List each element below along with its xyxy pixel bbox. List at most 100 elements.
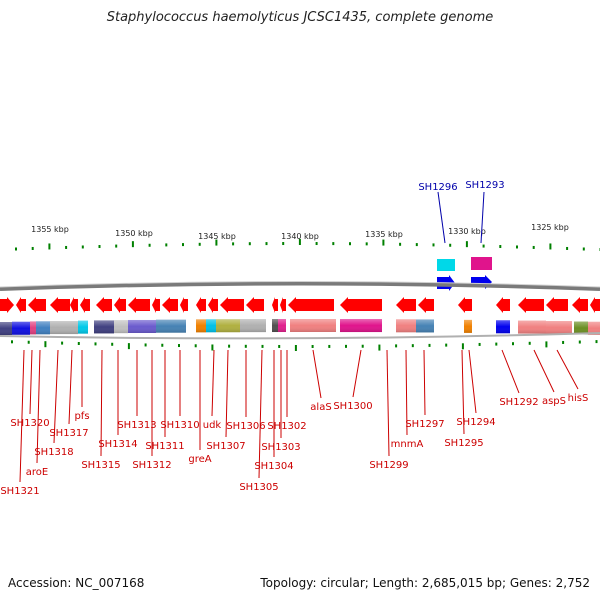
- scale-tick: [399, 242, 402, 246]
- gene-box: [588, 321, 600, 335]
- scale-tick: [294, 344, 297, 351]
- scale-tick: [77, 342, 80, 346]
- scale-tick: [361, 344, 364, 348]
- gene-arrow: [152, 297, 160, 313]
- gene-arrow: [496, 297, 510, 313]
- gene-arrow: [114, 297, 126, 313]
- leader-line: [36, 349, 41, 464]
- leader-line: [556, 349, 579, 390]
- gene-box: [156, 319, 186, 333]
- scale-tick: [115, 244, 118, 248]
- gene-label: udk: [203, 420, 222, 431]
- scale-tick: [65, 245, 68, 249]
- leader-line: [258, 349, 263, 479]
- scale-tick: [315, 242, 318, 246]
- scale-tick: [578, 340, 581, 344]
- scale-tick: [194, 344, 197, 348]
- scale-tick: [395, 344, 398, 348]
- scale-tick: [349, 242, 351, 246]
- scale-label: 1355 kbp: [31, 225, 69, 234]
- scale-tick: [332, 242, 335, 246]
- gene-arrow: [128, 297, 150, 313]
- gene-arrow: [572, 297, 588, 313]
- genome-backbone-shine: [0, 281, 600, 288]
- gene-arrow: [28, 297, 46, 313]
- gene-label: hisS: [568, 393, 589, 404]
- gene-label: alaS: [310, 402, 331, 413]
- scale-tick: [512, 342, 514, 346]
- gene-box: [496, 320, 510, 334]
- gene-arrow: [0, 297, 14, 313]
- scale-tick: [445, 343, 448, 347]
- scale-tick: [566, 246, 569, 250]
- gene-box: [206, 319, 216, 333]
- scale-tick: [144, 343, 147, 347]
- gene-box: [196, 319, 206, 333]
- leader-line: [53, 349, 59, 444]
- scale-tick: [516, 245, 518, 249]
- leader-line: [386, 349, 390, 457]
- gene-box: [340, 319, 382, 333]
- leader-line: [461, 349, 465, 435]
- gene-label: SH1300: [333, 401, 372, 412]
- gene-box: [416, 319, 434, 333]
- scale-tick: [244, 344, 247, 348]
- gene-label: pfs: [74, 411, 89, 422]
- scale-tick: [228, 344, 231, 348]
- scale-tick: [345, 344, 347, 348]
- scale-tick: [165, 243, 168, 247]
- scale-tick: [549, 243, 552, 250]
- gene-arrow: [518, 297, 544, 313]
- scale-tick: [31, 246, 34, 250]
- scale-tick: [411, 344, 414, 348]
- scale-tick: [278, 344, 281, 348]
- gene-box: [574, 321, 588, 335]
- scale-tick: [111, 342, 114, 346]
- leader-line: [29, 349, 33, 415]
- gene-arrow: [80, 297, 90, 313]
- gene-label: SH1314: [98, 439, 137, 450]
- gene-label: SH1310: [160, 420, 199, 431]
- gene-arrow: [272, 297, 278, 313]
- scale-tick: [478, 342, 481, 346]
- gene-box: [12, 321, 30, 335]
- scale-tick: [378, 344, 381, 351]
- gene-arrow: [288, 297, 334, 313]
- gene-arrow: [246, 297, 264, 313]
- gene-box: [216, 319, 240, 333]
- gene-label: SH1303: [261, 442, 300, 453]
- scale-tick: [178, 344, 180, 348]
- gene-box: [272, 319, 278, 333]
- scale-tick: [298, 239, 301, 245]
- gene-box: [278, 319, 286, 333]
- scale-tick: [15, 247, 17, 251]
- gene-label: SH1294: [456, 417, 495, 428]
- gene-box: [94, 320, 114, 334]
- scale-tick: [261, 344, 264, 348]
- leader-line: [19, 349, 25, 483]
- gene-box: [240, 319, 266, 333]
- scale-label: 1325 kbp: [531, 223, 569, 232]
- scale-tick: [81, 245, 84, 249]
- scale-tick: [215, 239, 218, 246]
- leader-line: [211, 349, 215, 417]
- gene-label: SH1306: [226, 421, 265, 432]
- scale-tick: [131, 241, 134, 248]
- gene-label: SH1304: [254, 461, 293, 472]
- gene-arrow: [340, 297, 382, 313]
- gene-label: SH1313: [117, 420, 156, 431]
- gene-arrow: [50, 297, 70, 313]
- gene-box: [50, 321, 78, 335]
- genome-track-rail: [0, 332, 600, 340]
- scale-tick: [432, 243, 435, 247]
- gene-label: greA: [188, 454, 211, 465]
- scale-tick: [161, 343, 164, 347]
- leader-line: [100, 349, 103, 457]
- scale-tick: [545, 341, 548, 348]
- gene-label-highlight: SH1296: [418, 182, 457, 193]
- scale-tick: [365, 242, 368, 246]
- gene-box: [546, 321, 572, 335]
- gene-label-highlight: SH1293: [465, 180, 504, 191]
- scale-tick: [27, 340, 30, 344]
